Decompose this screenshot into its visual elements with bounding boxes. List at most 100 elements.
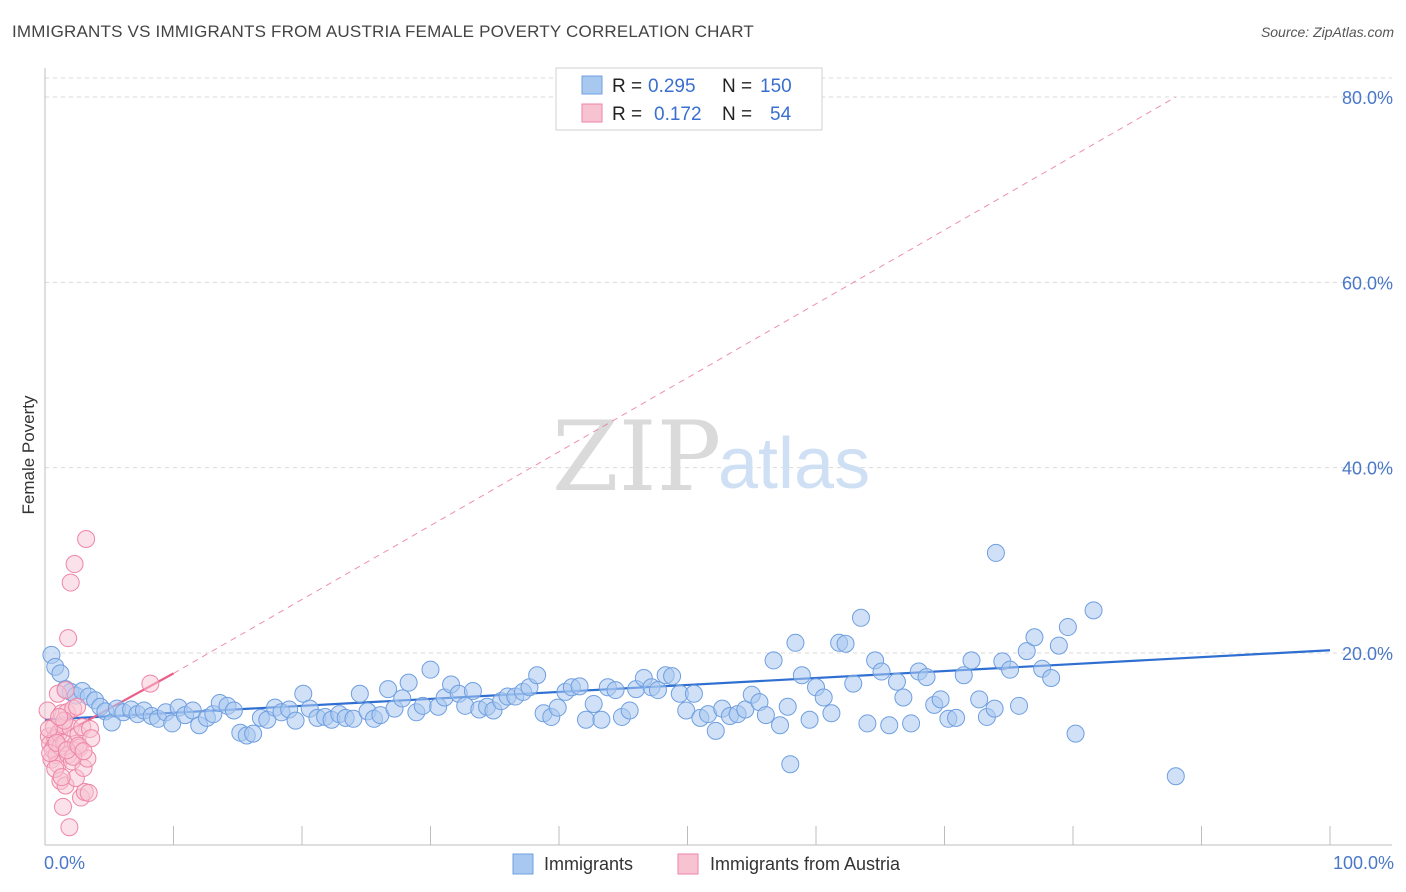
immigrants-point [224, 701, 243, 720]
immigrants-point [778, 697, 797, 716]
austria-point [52, 768, 71, 787]
immigrants-point [648, 681, 667, 700]
immigrants-point [463, 681, 482, 700]
immigrants-point [663, 667, 682, 686]
correlation-legend: R = 0.295 N = 150 R = 0.172 N = 54 [555, 67, 823, 131]
bottom-legend-immigrants: Immigrants [544, 854, 633, 874]
immigrants-point [706, 721, 725, 740]
immigrants-point [576, 710, 595, 729]
austria-point [53, 797, 72, 816]
austria-point [50, 707, 69, 726]
immigrants-point [954, 666, 973, 685]
immigrants-point [844, 674, 863, 693]
immigrants-point [872, 662, 891, 681]
immigrants-point [986, 543, 1005, 562]
austria-point [56, 681, 75, 700]
immigrants-point [851, 608, 870, 627]
immigrants-point [962, 651, 981, 670]
immigrants-point [548, 698, 567, 717]
immigrants-point [771, 716, 790, 735]
legend-r-label-2: R = [612, 104, 642, 125]
immigrants-point [822, 704, 841, 723]
y-tick-labels: 20.0% 40.0% 60.0% 80.0% [1342, 88, 1393, 664]
immigrants-point [344, 709, 363, 728]
immigrants-point [917, 668, 936, 687]
bottom-legend-swatch-pink [677, 853, 699, 875]
legend-n-value-2: 54 [770, 104, 792, 125]
immigrants-point [584, 694, 603, 713]
immigrants-point [880, 716, 899, 735]
immigrants-point [985, 699, 1004, 718]
immigrants-point [858, 714, 877, 733]
watermark-atlas: atlas [718, 424, 870, 504]
immigrants-point [800, 710, 819, 729]
bottom-legend-swatch-blue [512, 853, 534, 875]
immigrants-point [814, 688, 833, 707]
x-tick-label-max: 100.0% [1333, 853, 1394, 873]
legend-r-value-2: 0.172 [654, 104, 702, 125]
x-tick-label-min: 0.0% [44, 853, 85, 873]
immigrants-point [947, 708, 966, 727]
immigrants-point [421, 660, 440, 679]
y-tick-label: 40.0% [1342, 459, 1393, 479]
bottom-legend-austria: Immigrants from Austria [710, 854, 901, 874]
immigrants-point [792, 666, 811, 685]
y-tick-label: 80.0% [1342, 88, 1393, 108]
y-axis-title: Female Poverty [19, 395, 38, 515]
immigrants-point [1066, 724, 1085, 743]
legend-n-label-2: N = [722, 104, 752, 125]
immigrants-point [1010, 696, 1029, 715]
immigrants-point [1084, 601, 1103, 620]
watermark: ZIP atlas [552, 401, 870, 513]
austria-trend-extrapolation [173, 96, 1177, 674]
immigrants-point [684, 684, 703, 703]
immigrants-point [781, 755, 800, 774]
immigrants-point [887, 672, 906, 691]
y-tick-label: 60.0% [1342, 273, 1393, 293]
immigrants-point [606, 681, 625, 700]
immigrants-point [379, 680, 398, 699]
source-label: Source: ZipAtlas.com [1260, 24, 1394, 40]
immigrants-point [1042, 669, 1061, 688]
legend-n-value-1: 150 [760, 76, 792, 97]
immigrants-point [592, 710, 611, 729]
legend-n-label-1: N = [722, 76, 752, 97]
immigrants-point [894, 688, 913, 707]
immigrants-point [399, 673, 418, 692]
legend-r-label-1: R = [612, 76, 642, 97]
immigrants-point [528, 666, 547, 685]
immigrants-point [1058, 618, 1077, 637]
immigrants-point [902, 714, 921, 733]
immigrants-point [756, 706, 775, 725]
series-legend: Immigrants Immigrants from Austria [512, 853, 901, 875]
immigrants-point [620, 701, 639, 720]
austria-point [77, 530, 96, 549]
chart-title: IMMIGRANTS VS IMMIGRANTS FROM AUSTRIA FE… [12, 22, 754, 41]
immigrants-point [350, 684, 369, 703]
grid-lines [45, 77, 1392, 654]
immigrants-point [764, 651, 783, 670]
austria-points [38, 530, 160, 837]
austria-point [79, 783, 98, 802]
austria-point [60, 818, 79, 837]
immigrants-point [970, 690, 989, 709]
austria-point [65, 555, 84, 574]
legend-swatch-pink [581, 103, 603, 123]
austria-point [39, 719, 58, 738]
immigrants-point [736, 700, 755, 719]
immigrants-point [51, 664, 70, 683]
immigrants-point [393, 689, 412, 708]
immigrants-point [1166, 767, 1185, 786]
austria-point [61, 573, 80, 592]
immigrants-point [931, 690, 950, 709]
austria-point [74, 742, 93, 761]
immigrants-point [1001, 660, 1020, 679]
austria-point [141, 674, 160, 693]
immigrants-point [570, 677, 589, 696]
austria-point [68, 697, 87, 716]
immigrants-point [836, 634, 855, 653]
immigrants-trend-line [44, 649, 1331, 721]
immigrants-point [677, 701, 696, 720]
immigrants-points [42, 543, 1185, 786]
